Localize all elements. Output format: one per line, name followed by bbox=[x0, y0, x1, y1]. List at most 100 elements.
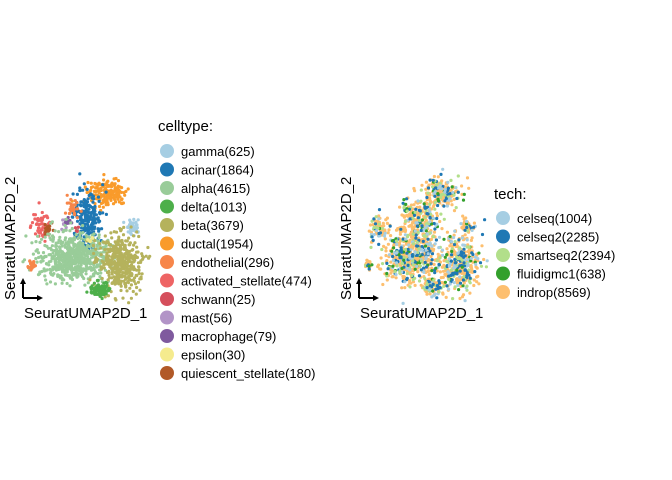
scatter-point bbox=[403, 219, 408, 224]
scatter-point bbox=[128, 255, 132, 259]
scatter-point bbox=[424, 180, 428, 184]
legend-key bbox=[160, 144, 174, 158]
scatter-point bbox=[413, 260, 417, 264]
scatter-point bbox=[66, 247, 70, 251]
scatter-point bbox=[88, 266, 92, 270]
scatter-point bbox=[465, 229, 469, 233]
scatter-point bbox=[478, 261, 483, 265]
scatter-point bbox=[112, 189, 116, 193]
scatter-point bbox=[94, 258, 98, 262]
scatter-points-tech bbox=[363, 167, 489, 305]
scatter-point bbox=[433, 292, 437, 296]
scatter-point bbox=[442, 217, 446, 221]
scatter-point bbox=[121, 233, 126, 237]
scatter-point bbox=[461, 198, 466, 202]
scatter-point bbox=[377, 242, 381, 246]
scatter-point bbox=[87, 217, 91, 221]
scatter-point bbox=[405, 207, 409, 211]
scatter-point bbox=[456, 174, 460, 178]
scatter-point bbox=[29, 268, 33, 272]
scatter-point bbox=[85, 190, 89, 195]
scatter-point bbox=[427, 183, 431, 187]
scatter-point bbox=[76, 225, 80, 229]
legend-key bbox=[496, 229, 510, 244]
scatter-point bbox=[122, 254, 127, 258]
scatter-point bbox=[465, 222, 469, 226]
scatter-point bbox=[117, 243, 121, 247]
scatter-point bbox=[100, 296, 104, 301]
scatter-point bbox=[479, 264, 484, 268]
scatter-point bbox=[128, 286, 132, 290]
scatter-point bbox=[100, 287, 104, 291]
scatter-point bbox=[386, 267, 390, 271]
scatter-point bbox=[413, 229, 417, 233]
scatter-point bbox=[50, 248, 54, 252]
scatter-point bbox=[468, 276, 472, 280]
scatter-point bbox=[75, 229, 79, 233]
scatter-point bbox=[464, 216, 468, 220]
scatter-point bbox=[101, 211, 105, 215]
scatter-point bbox=[102, 266, 106, 270]
scatter-point bbox=[69, 256, 74, 260]
scatter-point bbox=[38, 240, 42, 244]
scatter-point bbox=[45, 282, 49, 286]
scatter-point bbox=[408, 285, 412, 289]
scatter-point bbox=[460, 254, 464, 258]
scatter-point bbox=[65, 193, 69, 197]
scatter-point bbox=[416, 199, 420, 203]
scatter-point bbox=[94, 186, 98, 190]
scatter-point bbox=[455, 255, 459, 259]
legend-key bbox=[160, 310, 174, 325]
scatter-point bbox=[104, 182, 108, 186]
scatter-point bbox=[94, 182, 98, 186]
scatter-point bbox=[455, 196, 459, 201]
scatter-point bbox=[425, 232, 429, 236]
scatter-point bbox=[84, 214, 88, 218]
scatter-point bbox=[368, 223, 373, 227]
scatter-point bbox=[122, 225, 126, 229]
legend-label: quiescent_stellate(180) bbox=[181, 366, 315, 381]
scatter-point bbox=[85, 187, 89, 191]
scatter-point bbox=[49, 238, 53, 242]
scatter-point bbox=[69, 263, 73, 267]
scatter-point bbox=[423, 215, 427, 219]
scatter-point bbox=[431, 235, 435, 239]
scatter-point bbox=[452, 242, 457, 247]
scatter-point bbox=[113, 282, 117, 286]
scatter-point bbox=[458, 281, 463, 285]
scatter-point bbox=[126, 280, 130, 284]
scatter-point bbox=[445, 259, 449, 264]
scatter-point bbox=[407, 243, 411, 247]
scatter-point bbox=[435, 216, 439, 221]
scatter-point bbox=[59, 274, 63, 278]
scatter-point bbox=[82, 209, 86, 213]
scatter-point bbox=[452, 209, 457, 213]
scatter-point bbox=[477, 282, 481, 286]
scatter-point bbox=[131, 254, 135, 259]
scatter-point bbox=[435, 214, 439, 218]
scatter-point bbox=[91, 200, 95, 204]
scatter-point bbox=[97, 204, 102, 209]
scatter-point bbox=[425, 195, 429, 200]
scatter-point bbox=[439, 212, 443, 216]
scatter-point bbox=[475, 280, 479, 284]
legend-label: celseq(1004) bbox=[517, 211, 592, 226]
scatter-point bbox=[428, 196, 432, 200]
legend-label: epsilon(30) bbox=[181, 348, 245, 363]
scatter-point bbox=[420, 183, 424, 187]
scatter-point bbox=[37, 201, 41, 205]
scatter-point bbox=[73, 203, 77, 207]
scatter-point bbox=[439, 193, 443, 197]
scatter-point bbox=[118, 185, 122, 189]
scatter-point bbox=[470, 228, 474, 232]
scatter-point bbox=[467, 186, 471, 190]
scatter-point bbox=[124, 256, 128, 260]
scatter-point bbox=[428, 220, 432, 224]
scatter-point bbox=[67, 201, 71, 205]
scatter-point bbox=[74, 258, 78, 262]
scatter-point bbox=[401, 201, 405, 205]
scatter-point bbox=[83, 185, 87, 189]
scatter-point bbox=[381, 221, 385, 225]
scatter-point bbox=[430, 258, 434, 262]
